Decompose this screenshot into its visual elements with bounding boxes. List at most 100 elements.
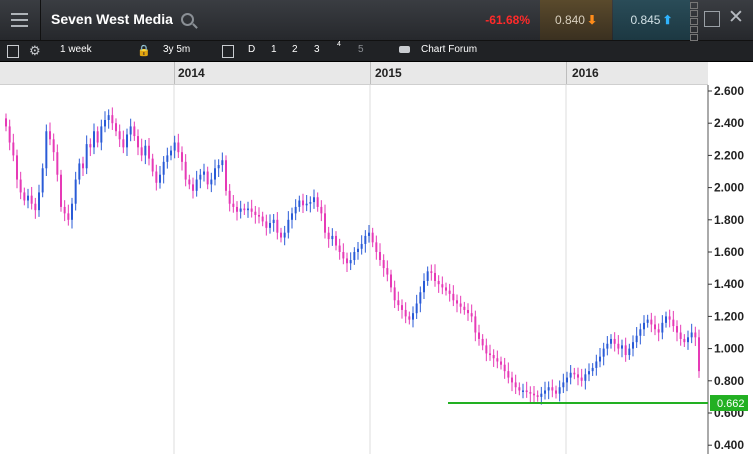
- view-5-button[interactable]: 5: [358, 44, 364, 55]
- chart-forum-button[interactable]: Chart Forum: [421, 44, 478, 55]
- interval-selector[interactable]: 1 week: [60, 44, 92, 55]
- popout-icon[interactable]: [704, 11, 720, 27]
- candle-body: [335, 235, 337, 246]
- range-selector[interactable]: 3y 5m: [163, 44, 191, 55]
- candle-body: [452, 293, 455, 301]
- candle-body: [562, 382, 565, 388]
- candle-body: [397, 300, 400, 306]
- candle-body: [624, 345, 627, 356]
- view-3-button[interactable]: 3: [314, 44, 320, 55]
- candle-body: [104, 119, 106, 127]
- up-arrow-icon: ⬆: [662, 13, 673, 27]
- candle-body: [555, 390, 557, 394]
- candle-body: [38, 192, 40, 211]
- gear-icon[interactable]: ⚙: [29, 43, 41, 58]
- candle-body: [247, 208, 249, 211]
- candle-body: [137, 136, 139, 148]
- candle-body: [265, 221, 268, 228]
- candle-body: [514, 382, 517, 388]
- candle-body: [309, 202, 312, 204]
- candle-body: [67, 213, 70, 220]
- candle-body: [236, 206, 238, 212]
- candle-body: [364, 235, 367, 244]
- price-marker-label: 0.662: [717, 398, 745, 410]
- candle-body: [349, 260, 352, 264]
- candle-body: [166, 155, 169, 162]
- candle-body: [386, 268, 389, 275]
- candle-body: [214, 168, 216, 180]
- close-icon[interactable]: ✕: [728, 7, 744, 28]
- candle-body: [639, 329, 642, 336]
- candle-body: [203, 171, 205, 175]
- candle-body: [294, 206, 297, 214]
- candle-body: [261, 216, 264, 222]
- ask-price-button[interactable]: 0.845 ⬆: [613, 0, 690, 40]
- candle-body: [357, 248, 359, 252]
- candle-body: [302, 200, 304, 206]
- candle-body: [496, 358, 499, 362]
- price-tick-label: 1.600: [714, 245, 744, 259]
- candle-body: [419, 292, 422, 304]
- candle-body: [474, 316, 477, 333]
- candle-body: [665, 316, 667, 323]
- bid-price-button[interactable]: 0.840 ⬇: [540, 0, 612, 40]
- candle-body: [463, 306, 466, 310]
- view-4-button[interactable]: 4: [337, 41, 341, 48]
- candle-body: [540, 393, 543, 397]
- candle-body: [426, 271, 429, 281]
- lock-icon[interactable]: 🔒: [137, 45, 151, 57]
- candle-body: [305, 203, 308, 206]
- candle-body: [672, 319, 675, 327]
- candle-body: [324, 213, 326, 233]
- candle-body: [63, 206, 66, 214]
- candle-body: [100, 126, 103, 143]
- candle-body: [456, 300, 458, 304]
- candle-body: [89, 144, 92, 148]
- save-icon[interactable]: [7, 45, 19, 58]
- candle-body: [228, 190, 231, 204]
- candle-body: [371, 232, 374, 243]
- candle-body: [184, 161, 187, 180]
- candle-body: [522, 390, 524, 392]
- candle-body: [27, 195, 29, 201]
- candle-body: [657, 329, 660, 333]
- candle-body: [192, 184, 194, 191]
- chart-toolbar: ⚙ 1 week 🔒 3y 5m D 1 2 3 4 5 Chart Forum: [0, 41, 753, 62]
- candle-body: [679, 332, 682, 339]
- candle-body: [507, 371, 510, 378]
- candle-body: [353, 252, 356, 261]
- candle-body: [12, 142, 15, 156]
- year-label-2015: 2015: [375, 66, 402, 80]
- candle-body: [144, 145, 147, 156]
- year-label-2014: 2014: [178, 66, 205, 80]
- price-tick-label: 2.000: [714, 181, 744, 195]
- candle-body: [525, 390, 528, 393]
- candle-body: [485, 345, 488, 354]
- view-d-button[interactable]: D: [248, 44, 256, 55]
- candle-body: [162, 161, 165, 175]
- search-icon[interactable]: [181, 13, 194, 26]
- candle-body: [126, 134, 128, 148]
- candle-body: [313, 197, 315, 203]
- candle-body: [511, 377, 513, 383]
- candle-body: [595, 361, 598, 368]
- chat-icon[interactable]: [399, 46, 410, 53]
- candle-body: [492, 355, 495, 359]
- calendar-icon[interactable]: [222, 45, 234, 58]
- price-tick-label: 0.400: [714, 438, 744, 452]
- candle-body: [668, 316, 671, 320]
- price-chart[interactable]: 2.600 2.400 2.200 2.000 1.800 1.600 1.400 1.200…: [0, 85, 753, 454]
- price-tick-label: 2.400: [714, 116, 744, 130]
- candle-body: [643, 322, 645, 330]
- menu-icon[interactable]: [0, 0, 41, 40]
- candle-body: [617, 343, 620, 349]
- candle-body: [489, 353, 491, 356]
- candle-body: [599, 356, 601, 362]
- candle-body: [577, 374, 579, 378]
- view-2-button[interactable]: 2: [292, 44, 298, 55]
- candle-body: [621, 345, 623, 349]
- view-1-button[interactable]: 1: [271, 44, 277, 55]
- price-tick-label: 1.200: [714, 309, 744, 323]
- year-label-2016: 2016: [572, 66, 599, 80]
- candle-body: [45, 131, 48, 169]
